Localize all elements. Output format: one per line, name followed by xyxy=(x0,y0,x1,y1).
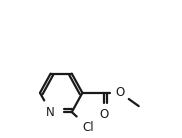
Text: Cl: Cl xyxy=(83,121,94,134)
Text: N: N xyxy=(46,106,55,119)
Text: O: O xyxy=(99,108,108,121)
Text: O: O xyxy=(116,86,125,99)
